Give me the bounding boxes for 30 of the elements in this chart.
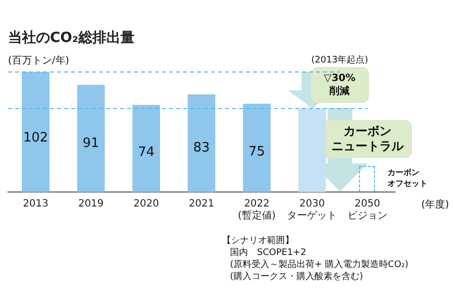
- y-axis-title: (百万トン/年): [8, 54, 70, 67]
- data-label: 75: [248, 144, 266, 160]
- annotation: ニュートラル: [331, 139, 404, 154]
- x-axis-title: (年度): [421, 198, 450, 211]
- data-label: 91: [82, 136, 100, 152]
- text: (2013年起点): [311, 54, 368, 66]
- x-tick-label: 2030 ターゲット: [287, 198, 338, 222]
- annotation: ▽30% 削減: [324, 73, 356, 98]
- text: (原料受入～製品出荷+ 購入電力製造時CO₂): [230, 258, 408, 270]
- bar: [132, 104, 160, 192]
- chart-title: 当社のCO₂総排出量: [8, 30, 134, 46]
- text: オフセット: [387, 178, 428, 188]
- x-tick-label: 2022 (暫定値): [238, 198, 276, 222]
- bar: [188, 94, 216, 192]
- text: カーボン: [387, 168, 420, 177]
- x-tick-label: 2020: [133, 198, 159, 210]
- x-tick-label: 2019: [78, 198, 104, 210]
- x-tick-label: 2021: [188, 198, 214, 210]
- text: (購入コークス・購入酸素を含む): [230, 270, 364, 282]
- x-tick-label: 2050 ビジョン: [347, 198, 388, 222]
- bar: [77, 84, 105, 192]
- data-label: 74: [138, 145, 154, 160]
- annotation: カーボン: [343, 124, 392, 138]
- bar: [242, 104, 271, 192]
- bar: [22, 72, 50, 192]
- x-tick-label: 2013: [22, 198, 48, 210]
- text: 国内 SCOPE1+2: [230, 246, 306, 258]
- data-label: 83: [193, 140, 210, 156]
- data-label: 102: [23, 130, 48, 146]
- text: 【シナリオ範囲】: [222, 234, 294, 246]
